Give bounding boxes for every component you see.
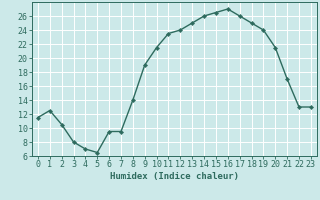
- X-axis label: Humidex (Indice chaleur): Humidex (Indice chaleur): [110, 172, 239, 181]
